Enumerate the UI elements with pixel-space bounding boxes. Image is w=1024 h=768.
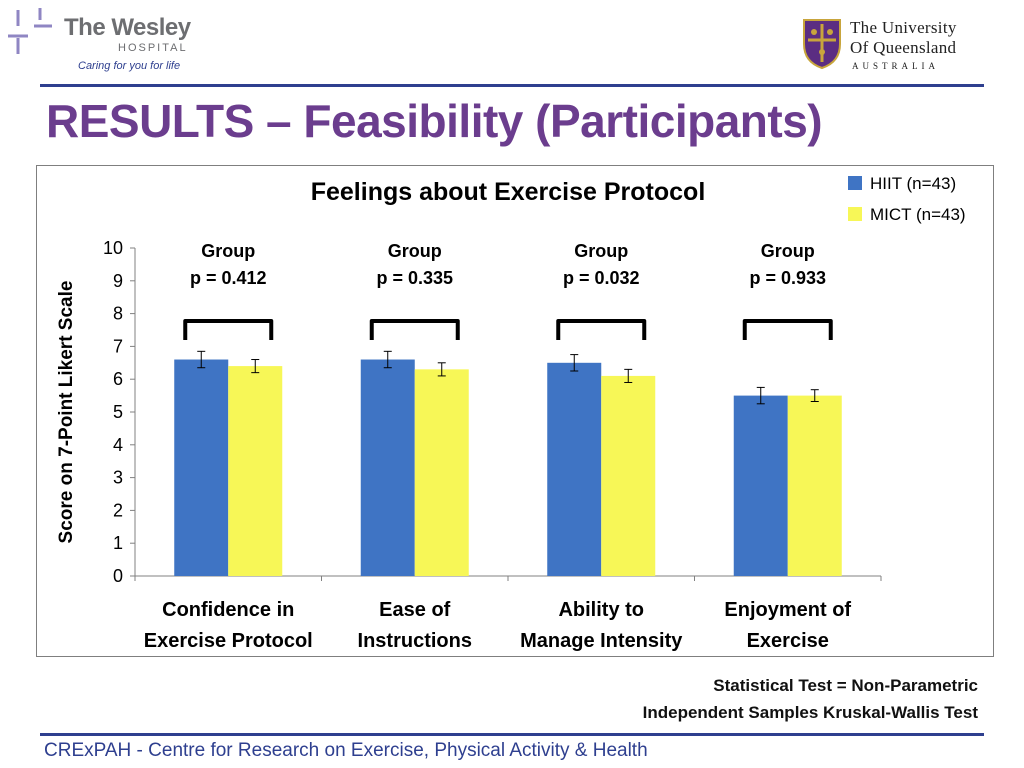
- bar-mict: [414, 369, 469, 576]
- y-tick-label: 8: [113, 304, 123, 324]
- bar-mict: [228, 366, 283, 576]
- significance-bracket: [556, 319, 647, 340]
- y-tick-label: 1: [113, 533, 123, 553]
- y-tick-label: 9: [113, 271, 123, 291]
- significance-bracket: [369, 319, 460, 340]
- uq-logo: The University Of Queensland AUSTRALIA: [800, 16, 1000, 76]
- significance-bracket: [183, 319, 274, 340]
- legend-label: HIIT (n=43): [870, 174, 956, 193]
- bar-hiit: [547, 362, 602, 576]
- bar-mict: [601, 375, 656, 576]
- group-annotation: Group: [201, 241, 255, 261]
- bar-hiit: [360, 359, 415, 576]
- y-axis-label: Score on 7-Point Likert Scale: [56, 281, 77, 544]
- bar-hiit: [174, 359, 229, 576]
- bar-hiit: [733, 395, 788, 576]
- x-category-label: Ability to: [558, 599, 644, 621]
- y-tick-label: 4: [113, 435, 123, 455]
- y-tick-label: 6: [113, 369, 123, 389]
- x-category-label: Ease of: [379, 599, 450, 621]
- group-annotation: Group: [574, 241, 628, 261]
- x-category-label: Exercise Protocol: [144, 630, 313, 652]
- wesley-subtitle: HOSPITAL: [118, 42, 188, 54]
- p-value-label: p = 0.335: [376, 268, 453, 288]
- uq-country: AUSTRALIA: [852, 61, 939, 71]
- group-annotation: Group: [761, 241, 815, 261]
- x-category-label: Confidence in: [162, 599, 294, 621]
- bar-mict: [787, 395, 842, 576]
- legend-swatch: [848, 207, 862, 221]
- p-value-label: p = 0.032: [563, 268, 640, 288]
- y-tick-label: 5: [113, 402, 123, 422]
- chart-title: Feelings about Exercise Protocol: [311, 178, 706, 206]
- x-category-label: Manage Intensity: [520, 630, 683, 652]
- bar-chart: Feelings about Exercise Protocol Score on…: [56, 174, 966, 652]
- x-category-label: Instructions: [358, 630, 472, 652]
- p-value-label: p = 0.412: [190, 268, 267, 288]
- legend-label: MICT (n=43): [870, 205, 966, 224]
- x-category-label: Enjoyment of: [724, 599, 851, 621]
- wesley-tagline: Caring for you for life: [78, 60, 181, 72]
- y-tick-label: 7: [113, 336, 123, 356]
- y-tick-label: 10: [103, 238, 123, 258]
- y-tick-label: 2: [113, 500, 123, 520]
- uq-name-line1: The University: [850, 18, 957, 37]
- group-annotation: Group: [388, 241, 442, 261]
- header-divider: [40, 84, 984, 87]
- wesley-hospital-logo: The Wesley HOSPITAL Caring for you for l…: [2, 4, 202, 74]
- significance-bracket: [742, 319, 833, 340]
- wesley-name: The Wesley: [64, 14, 191, 41]
- p-value-label: p = 0.933: [749, 268, 826, 288]
- x-category-label: Exercise: [747, 630, 829, 652]
- y-tick-label: 3: [113, 468, 123, 488]
- footer-divider: [40, 733, 984, 736]
- statistical-test-note: Statistical Test = Non-Parametric: [713, 676, 978, 695]
- wesley-cross-icon: [8, 8, 52, 54]
- slide-title: RESULTS – Feasibility (Participants): [46, 95, 823, 147]
- y-tick-label: 0: [113, 566, 123, 586]
- legend-swatch: [848, 176, 862, 190]
- statistical-test-method: Independent Samples Kruskal-Wallis Test: [642, 703, 978, 722]
- uq-name-line2: Of Queensland: [850, 38, 957, 57]
- uq-crest-icon: [803, 19, 841, 70]
- footer-text: CRExPAH - Centre for Research on Exercis…: [44, 740, 648, 761]
